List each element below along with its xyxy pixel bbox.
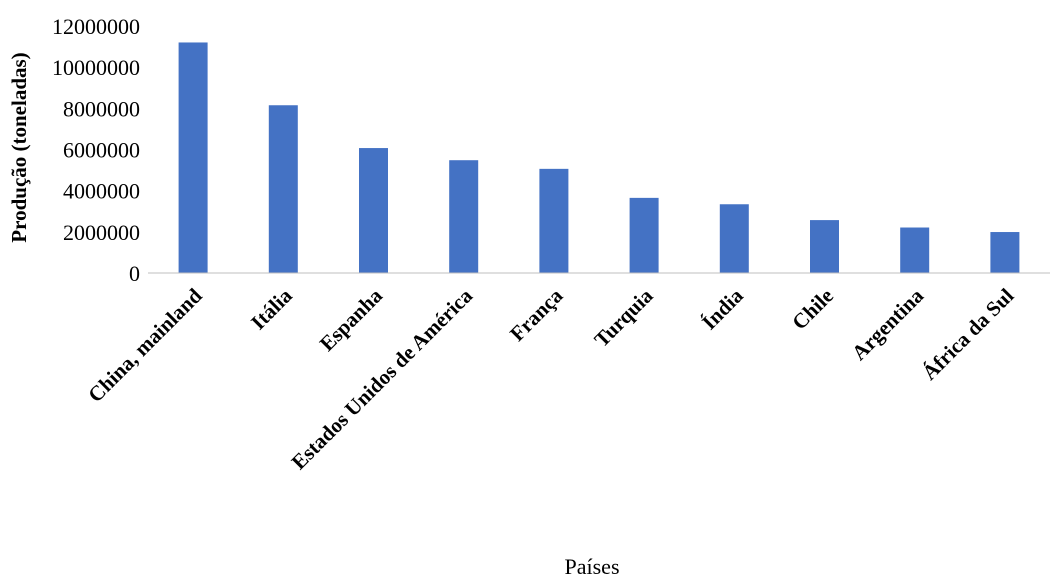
y-tick-label: 8000000 (63, 96, 140, 121)
y-tick-label: 0 (129, 261, 140, 286)
x-tick-label: China, mainland (83, 283, 207, 407)
y-tick-label: 4000000 (63, 179, 140, 204)
x-tick-label: Turquia (589, 283, 658, 352)
x-tick-label: Índia (697, 283, 748, 334)
bar (900, 227, 930, 273)
bars (178, 42, 1020, 273)
bar (268, 105, 298, 273)
bar (990, 232, 1020, 273)
y-tick-label: 12000000 (52, 14, 140, 39)
y-axis-ticks: 0 2000000 4000000 6000000 8000000 10000000 120… (52, 14, 140, 286)
x-tick-label: França (505, 283, 568, 346)
bar (810, 220, 839, 273)
bar (178, 42, 208, 273)
y-tick-label: 2000000 (63, 220, 140, 245)
bar (449, 160, 479, 273)
bar (359, 148, 388, 273)
y-axis-title: Produção (toneladas) (7, 52, 31, 242)
x-tick-label: África da Sul (917, 283, 1018, 384)
x-tick-label: Espanha (315, 283, 388, 356)
y-tick-label: 10000000 (52, 55, 140, 80)
x-tick-label: Chile (787, 284, 838, 335)
bar (629, 197, 659, 273)
x-tick-label: Estados Unidos de América (287, 283, 478, 474)
x-tick-label: Argentina (847, 283, 929, 365)
bar (719, 204, 749, 273)
x-tick-label: Itália (246, 283, 297, 334)
y-tick-label: 6000000 (63, 138, 140, 163)
x-axis-title: Países (565, 554, 620, 579)
bar (539, 168, 569, 273)
